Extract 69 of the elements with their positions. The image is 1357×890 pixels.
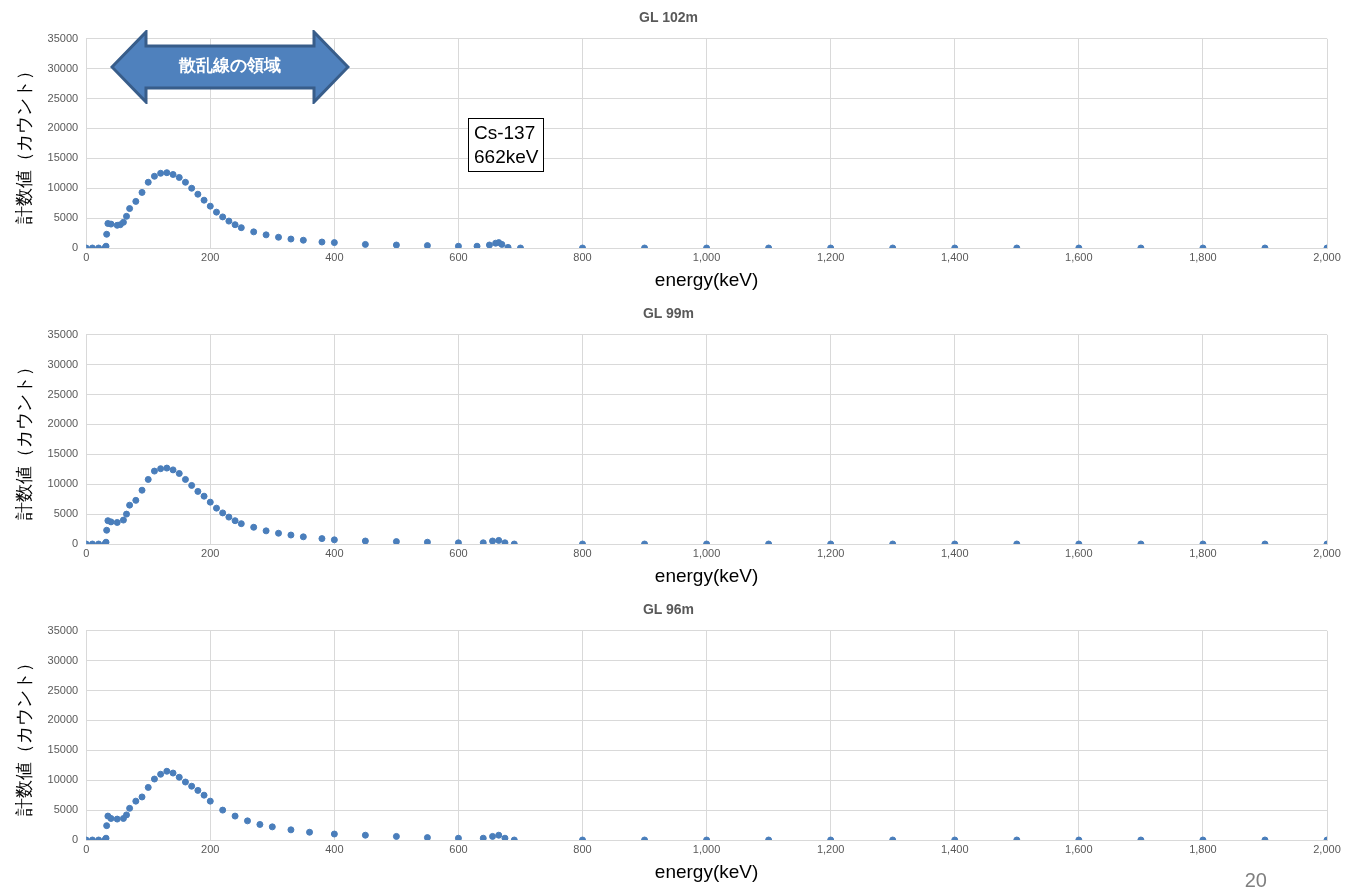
- chart-title: GL 99m: [642, 305, 695, 322]
- y-axis-title: 計数値（カウント）: [13, 62, 34, 225]
- y-tick-label: 30000: [47, 61, 79, 74]
- x-tick-label: 800: [573, 546, 592, 559]
- y-tick-label: 15000: [47, 447, 79, 460]
- y-tick-label: 30000: [47, 357, 79, 370]
- x-tick-label: 600: [449, 546, 468, 559]
- chart-title: GL 102m: [639, 9, 698, 26]
- y-tick-label: 25000: [47, 683, 79, 696]
- x-tick-label: 1,400: [940, 250, 969, 263]
- chart-title: GL 96m: [642, 601, 695, 618]
- x-tick-label: 1,200: [816, 546, 845, 559]
- x-tick-label: 200: [201, 250, 220, 263]
- y-tick-label: 0: [72, 833, 79, 846]
- text: 20: [1244, 869, 1267, 890]
- x-tick-label: 600: [449, 842, 468, 855]
- x-tick-label: 1,000: [692, 546, 721, 559]
- y-axis-title: 計数値（カウント）: [13, 358, 34, 521]
- x-axis-title: energy(keV): [654, 860, 759, 882]
- x-tick-label: 1,600: [1065, 250, 1093, 263]
- x-tick-label: 1,400: [940, 546, 969, 559]
- y-tick-label: 10000: [47, 773, 79, 786]
- x-tick-label: 200: [201, 546, 220, 559]
- x-tick-label: 0: [83, 842, 90, 855]
- y-tick-label: 5000: [53, 803, 79, 816]
- y-tick-label: 35000: [47, 327, 79, 340]
- x-tick-label: 1,800: [1189, 250, 1217, 263]
- y-tick-label: 35000: [47, 623, 79, 636]
- x-tick-label: 600: [449, 250, 468, 263]
- y-tick-label: 20000: [47, 417, 79, 430]
- x-tick-label: 1,200: [816, 842, 845, 855]
- x-tick-label: 2,000: [1313, 842, 1341, 855]
- y-tick-label: 20000: [47, 713, 79, 726]
- x-tick-label: 400: [325, 250, 344, 263]
- y-tick-label: 25000: [47, 91, 79, 104]
- x-tick-label: 2,000: [1313, 546, 1341, 559]
- x-tick-label: 0: [83, 250, 90, 263]
- x-tick-label: 800: [573, 250, 592, 263]
- x-tick-label: 1,000: [692, 250, 721, 263]
- y-tick-label: 30000: [47, 653, 79, 666]
- annotation: 散乱線の領域: [178, 55, 282, 77]
- y-tick-label: 0: [72, 537, 79, 550]
- x-axis-title: energy(keV): [654, 564, 759, 586]
- x-tick-label: 1,800: [1189, 546, 1217, 559]
- x-tick-label: 0: [83, 546, 90, 559]
- x-tick-label: 800: [573, 842, 592, 855]
- x-tick-label: 1,000: [692, 842, 721, 855]
- x-tick-label: 1,600: [1065, 842, 1093, 855]
- annotation: Cs-137 662keV: [468, 118, 545, 172]
- y-tick-label: 35000: [47, 31, 79, 44]
- x-tick-label: 1,800: [1189, 842, 1217, 855]
- y-tick-label: 5000: [53, 507, 79, 520]
- y-tick-label: 15000: [47, 151, 79, 164]
- y-tick-label: 10000: [47, 477, 79, 490]
- y-tick-label: 5000: [53, 211, 79, 224]
- x-tick-label: 1,400: [940, 842, 969, 855]
- x-tick-label: 1,200: [816, 250, 845, 263]
- x-tick-label: 400: [325, 546, 344, 559]
- y-tick-label: 10000: [47, 181, 79, 194]
- y-tick-label: 25000: [47, 387, 79, 400]
- y-axis-title: 計数値（カウント）: [13, 654, 34, 817]
- x-tick-label: 400: [325, 842, 344, 855]
- x-axis-title: energy(keV): [654, 268, 759, 290]
- y-tick-label: 20000: [47, 121, 79, 134]
- x-tick-label: 200: [201, 842, 220, 855]
- x-tick-label: 1,600: [1065, 546, 1093, 559]
- y-tick-label: 15000: [47, 743, 79, 756]
- y-tick-label: 0: [72, 241, 79, 254]
- x-tick-label: 2,000: [1313, 250, 1341, 263]
